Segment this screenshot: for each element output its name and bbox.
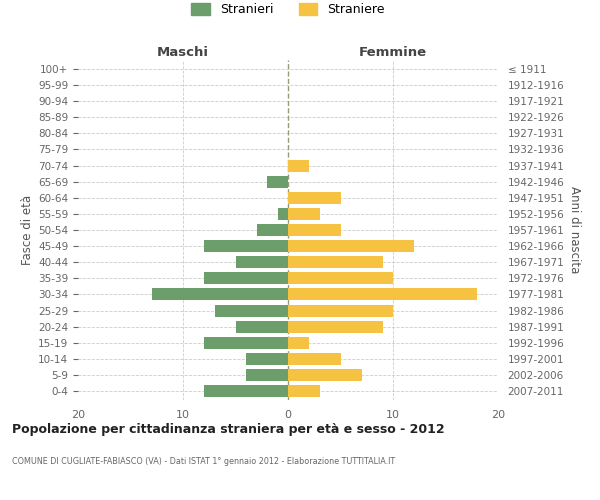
Bar	[235, 320, 288, 332]
Text: Popolazione per cittadinanza straniera per età e sesso - 2012: Popolazione per cittadinanza straniera p…	[12, 422, 445, 436]
Bar	[151, 288, 288, 300]
Bar	[204, 385, 288, 397]
Bar	[204, 337, 288, 349]
Bar	[288, 240, 414, 252]
Bar	[288, 320, 383, 332]
Text: Femmine: Femmine	[359, 46, 427, 59]
Bar	[215, 304, 288, 316]
Bar	[288, 224, 341, 236]
Legend: Stranieri, Straniere: Stranieri, Straniere	[186, 0, 390, 21]
Text: Maschi: Maschi	[157, 46, 209, 59]
Y-axis label: Fasce di età: Fasce di età	[21, 195, 34, 265]
Bar	[288, 256, 383, 268]
Bar	[288, 385, 320, 397]
Y-axis label: Anni di nascita: Anni di nascita	[568, 186, 581, 274]
Bar	[288, 288, 477, 300]
Bar	[267, 176, 288, 188]
Bar	[257, 224, 288, 236]
Bar	[288, 337, 309, 349]
Bar	[288, 369, 361, 381]
Bar	[204, 272, 288, 284]
Bar	[277, 208, 288, 220]
Bar	[288, 304, 393, 316]
Bar	[288, 272, 393, 284]
Bar	[235, 256, 288, 268]
Bar	[288, 192, 341, 204]
Bar	[288, 160, 309, 172]
Bar	[204, 240, 288, 252]
Text: COMUNE DI CUGLIATE-FABIASCO (VA) - Dati ISTAT 1° gennaio 2012 - Elaborazione TUT: COMUNE DI CUGLIATE-FABIASCO (VA) - Dati …	[12, 458, 395, 466]
Bar	[246, 369, 288, 381]
Bar	[288, 353, 341, 365]
Bar	[288, 208, 320, 220]
Bar	[246, 353, 288, 365]
